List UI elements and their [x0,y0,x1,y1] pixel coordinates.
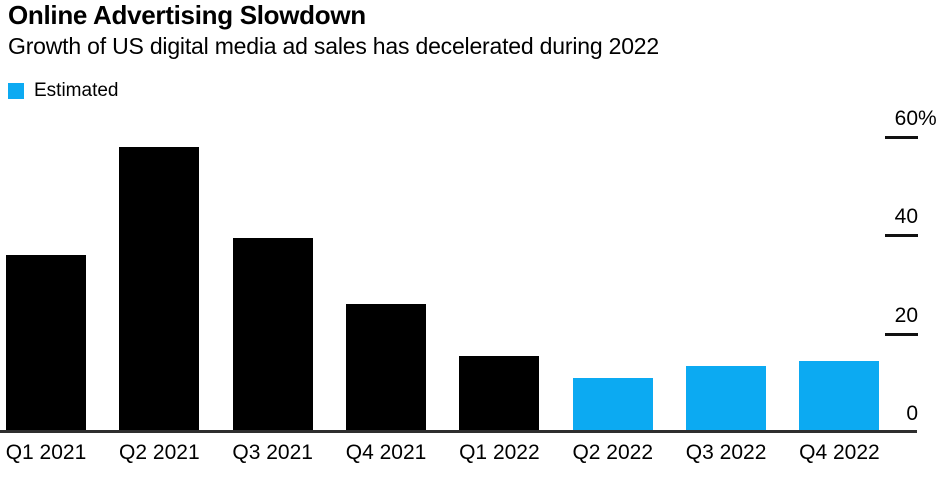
y-tick-value: 40 [894,205,918,229]
y-axis-tick-label: 20 [895,304,918,328]
x-axis-label: Q2 2021 [119,441,200,464]
x-axis-line [0,430,917,433]
bar-q1-2021 [6,255,86,432]
y-axis-tick-label: 0 [906,402,918,426]
x-axis-label: Q1 2021 [5,441,87,464]
x-axis-label: Q4 2022 [799,441,880,464]
y-axis-tick-mark [885,234,918,238]
estimated-legend-swatch [8,83,24,99]
bar-q3-2022 [686,365,767,432]
y-axis-tick-mark [885,136,918,139]
bar-q4-2022 [799,360,880,432]
x-axis-label: Q3 2021 [232,441,313,464]
bar-q2-2021 [119,146,200,432]
estimated-legend-label: Estimated [34,80,119,101]
percent-sign: % [918,107,937,130]
bar-q3-2021 [232,237,313,432]
bar-q1-2022 [459,355,540,432]
chart-subtitle: Growth of US digital media ad sales has … [8,33,659,59]
chart-title: Online Advertising Slowdown [8,0,366,30]
y-axis-tick-label: 40 [895,205,918,229]
x-axis-label: Q4 2021 [345,441,427,464]
bar-q2-2022 [572,377,653,432]
y-tick-value: 60 [894,107,918,130]
y-tick-value: 20 [894,303,918,327]
y-axis-tick-label: 60% [894,107,937,131]
x-axis-label: Q2 2022 [572,441,654,464]
bar-q4-2021 [346,304,427,432]
x-axis-label: Q1 2022 [459,441,540,464]
y-tick-value: 0 [906,402,918,425]
legend: Estimated [8,80,118,102]
x-axis-label: Q3 2022 [685,441,767,464]
y-axis-tick-mark [885,332,918,336]
